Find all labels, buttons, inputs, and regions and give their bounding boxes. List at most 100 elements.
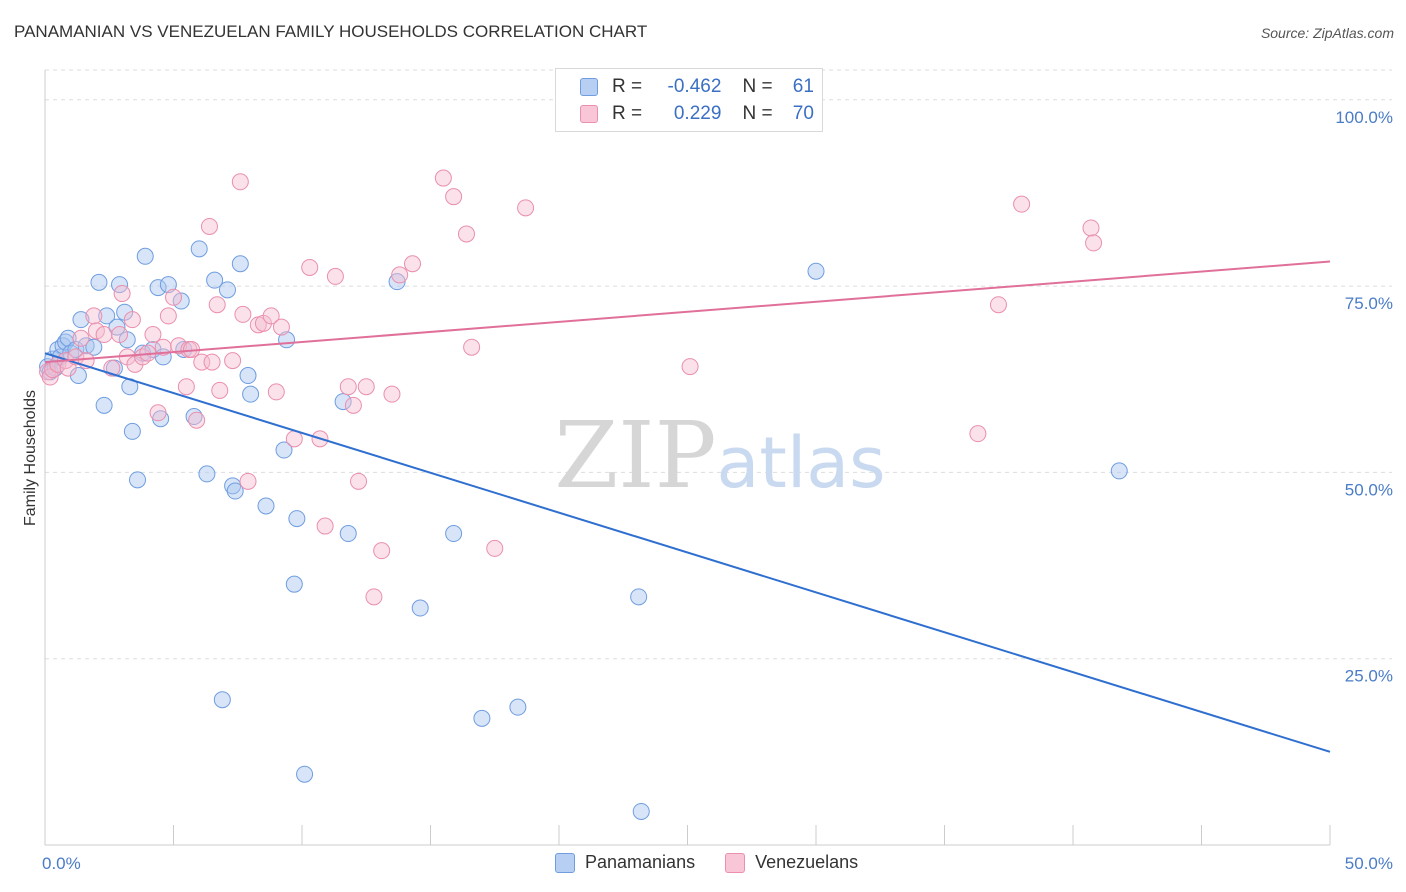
- legend-r-value-venezuelans: 0.229: [673, 103, 722, 124]
- trend-lines: [44, 260, 1331, 753]
- point-panamanians: [206, 271, 224, 289]
- point-venezuelans: [267, 383, 285, 401]
- point-venezuelans: [144, 326, 162, 344]
- point-panamanians: [213, 691, 231, 709]
- axes: [44, 70, 1331, 846]
- point-venezuelans: [365, 588, 383, 606]
- legend-row-panamanians: R = -0.462 N = 61: [580, 73, 814, 101]
- point-venezuelans: [517, 199, 535, 217]
- point-venezuelans: [1085, 234, 1103, 252]
- legend-n-label: N =: [742, 103, 773, 124]
- point-venezuelans: [123, 311, 141, 329]
- legend-label-panamanians: Panamanians: [585, 852, 696, 872]
- point-panamanians: [172, 292, 190, 310]
- point-panamanians: [129, 471, 147, 489]
- point-panamanians: [388, 273, 406, 291]
- point-venezuelans: [188, 411, 206, 429]
- y-tick-labels: 25.0% 50.0% 75.0% 100.0%: [1335, 108, 1393, 686]
- point-venezuelans: [404, 255, 422, 273]
- point-venezuelans: [989, 296, 1007, 314]
- legend-swatch-panamanians: [555, 852, 575, 873]
- point-panamanians: [239, 367, 257, 385]
- point-venezuelans: [681, 358, 699, 376]
- point-venezuelans: [231, 173, 249, 191]
- point-venezuelans: [383, 385, 401, 403]
- point-panamanians: [231, 255, 249, 273]
- point-panamanians: [630, 588, 648, 606]
- legend-n-value-venezuelans: 70: [792, 103, 814, 124]
- point-venezuelans: [111, 326, 129, 344]
- point-panamanians: [218, 281, 236, 299]
- chart-title: PANAMANIAN VS VENEZUELAN FAMILY HOUSEHOL…: [14, 22, 648, 41]
- point-panamanians: [807, 262, 825, 280]
- legend-r-label: R =: [612, 76, 643, 97]
- x-tick-label: 50.0%: [1345, 854, 1393, 873]
- point-venezuelans: [350, 472, 368, 490]
- point-venezuelans: [339, 378, 357, 396]
- point-venezuelans: [301, 258, 319, 276]
- point-venezuelans: [326, 267, 344, 285]
- legend-row-venezuelans: R = 0.229 N = 70: [580, 100, 814, 128]
- point-panamanians: [275, 441, 293, 459]
- point-venezuelans: [165, 288, 182, 306]
- point-venezuelans: [200, 217, 218, 235]
- point-venezuelans: [159, 307, 177, 325]
- point-panamanians: [90, 273, 108, 291]
- point-panamanians: [288, 510, 306, 528]
- point-venezuelans: [224, 352, 242, 370]
- point-venezuelans: [72, 329, 90, 347]
- watermark-zip: ZIP: [554, 402, 716, 509]
- y-tick-label: 50.0%: [1345, 480, 1393, 499]
- point-venezuelans: [87, 322, 105, 340]
- point-panamanians: [67, 340, 85, 358]
- point-panamanians: [334, 393, 352, 411]
- legend-r-label: R =: [612, 103, 643, 124]
- trend-line-venezuelans: [44, 260, 1331, 364]
- trend-line-panamanians: [44, 352, 1331, 753]
- watermark-atlas: atlas: [717, 422, 886, 504]
- point-panamanians: [190, 240, 208, 258]
- point-venezuelans: [1082, 219, 1100, 237]
- point-venezuelans: [434, 169, 452, 187]
- point-panamanians: [632, 802, 650, 820]
- y-tick-label: 75.0%: [1345, 294, 1393, 313]
- point-panamanians: [257, 497, 275, 515]
- point-panamanians: [473, 709, 491, 727]
- legend-swatch-panamanians: [580, 78, 598, 96]
- point-venezuelans: [113, 285, 131, 303]
- point-venezuelans: [170, 337, 188, 355]
- point-panamanians: [136, 247, 154, 265]
- point-venezuelans: [262, 307, 280, 325]
- gridlines: [45, 69, 1392, 660]
- chart-source: Source: ZipAtlas.com: [1260, 25, 1394, 41]
- point-panamanians: [445, 525, 463, 543]
- point-panamanians: [339, 525, 357, 543]
- point-venezuelans: [272, 318, 290, 336]
- point-venezuelans: [193, 353, 211, 371]
- point-panamanians: [149, 279, 167, 297]
- point-panamanians: [95, 396, 113, 414]
- legend-swatch-venezuelans: [725, 852, 746, 873]
- point-venezuelans: [149, 404, 167, 422]
- point-venezuelans: [1013, 195, 1031, 213]
- point-panamanians: [85, 338, 103, 356]
- point-venezuelans: [234, 305, 252, 323]
- point-venezuelans: [457, 225, 475, 243]
- point-venezuelans: [208, 296, 226, 314]
- point-venezuelans: [373, 542, 391, 560]
- legend-label-venezuelans: Venezuelans: [755, 852, 859, 872]
- point-venezuelans: [203, 353, 221, 371]
- point-venezuelans: [177, 378, 195, 396]
- watermark: ZIPatlas: [554, 402, 885, 509]
- point-venezuelans: [463, 338, 481, 356]
- point-panamanians: [98, 307, 116, 325]
- correlation-legend: R = -0.462 N = 61 R = 0.229 N = 70: [555, 68, 823, 132]
- data-points: [39, 91, 1128, 820]
- point-panamanians: [285, 575, 303, 593]
- point-venezuelans: [391, 266, 409, 284]
- point-venezuelans: [211, 381, 229, 399]
- point-panamanians: [1110, 462, 1128, 480]
- point-venezuelans: [486, 539, 504, 557]
- point-venezuelans: [316, 517, 334, 535]
